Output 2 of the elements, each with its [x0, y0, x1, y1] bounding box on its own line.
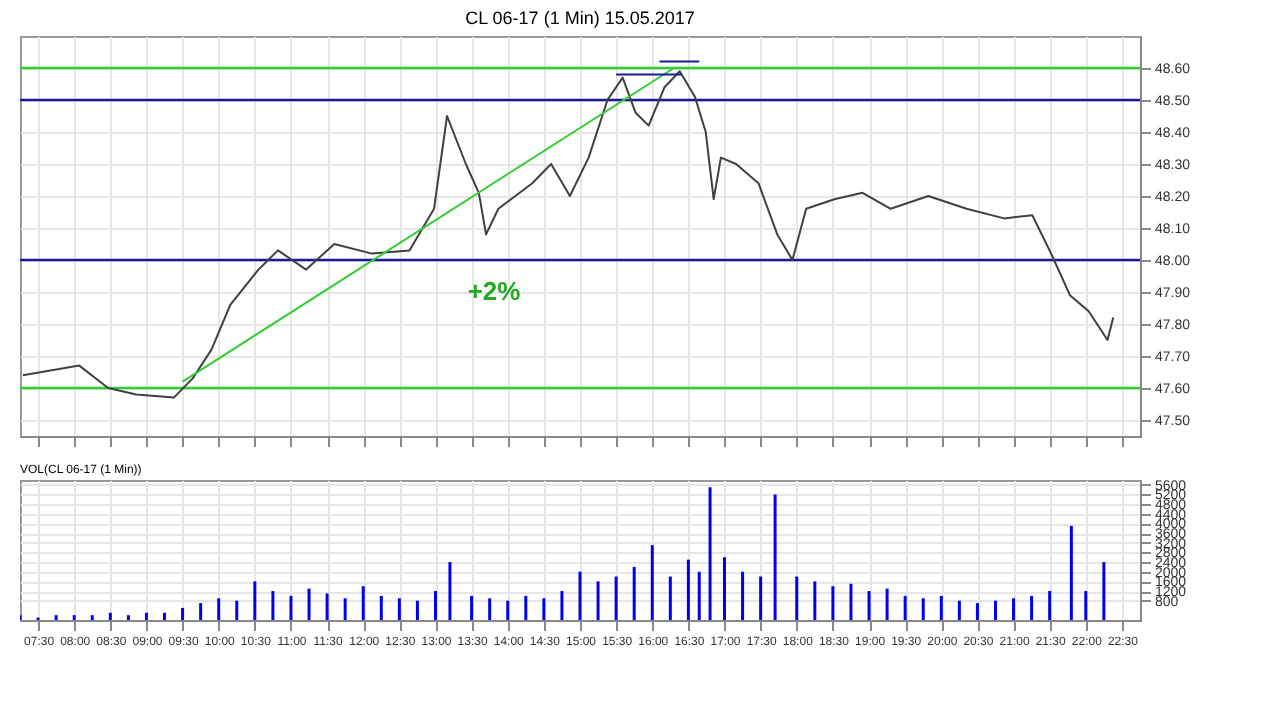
chart-title: CL 06-17 (1 Min) 15.05.2017 [465, 8, 695, 28]
annotation: +2% [467, 276, 522, 306]
